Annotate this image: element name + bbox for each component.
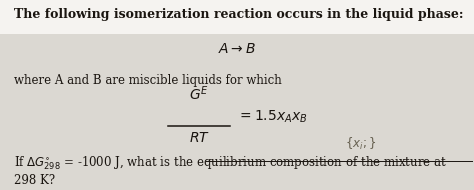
Text: $A \rightarrow B$: $A \rightarrow B$	[218, 42, 256, 56]
Text: The following isomerization reaction occurs in the liquid phase:: The following isomerization reaction occ…	[14, 8, 464, 21]
Text: 298 K?: 298 K?	[14, 174, 55, 187]
Text: $RT$: $RT$	[189, 131, 210, 145]
Text: $\{x_i;\}$: $\{x_i;\}$	[345, 135, 376, 151]
Text: $G^E$: $G^E$	[189, 84, 209, 103]
Text: If $\Delta G^{\circ}_{298}$ = -1000 J, what is the equilibrium composition of th: If $\Delta G^{\circ}_{298}$ = -1000 J, w…	[14, 155, 447, 172]
Text: where A and B are miscible liquids for which: where A and B are miscible liquids for w…	[14, 74, 282, 87]
Text: $= 1.5x_Ax_B$: $= 1.5x_Ax_B$	[237, 109, 308, 125]
